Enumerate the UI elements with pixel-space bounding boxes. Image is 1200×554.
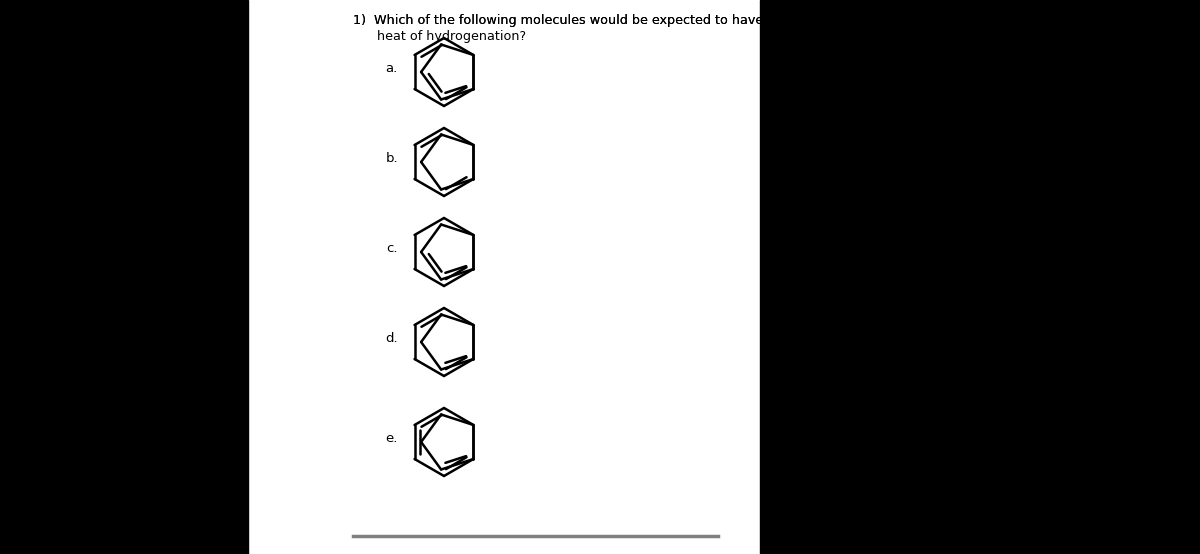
Text: c.: c. [386, 242, 398, 254]
Bar [0, 0, 248, 554]
Text: b.: b. [385, 151, 398, 165]
Text: e.: e. [385, 432, 398, 444]
Text: 1)  Which of the following molecules would be expected to have the: 1) Which of the following molecules woul… [353, 14, 792, 27]
Bar [760, 0, 1200, 554]
Text: heat of hydrogenation?: heat of hydrogenation? [353, 30, 526, 43]
Text: HIGHEST: HIGHEST [919, 14, 983, 27]
Text: a.: a. [385, 61, 398, 74]
Text: 1)  Which of the following molecules would be expected to have the: 1) Which of the following molecules woul… [353, 14, 792, 27]
Text: d.: d. [385, 331, 398, 345]
